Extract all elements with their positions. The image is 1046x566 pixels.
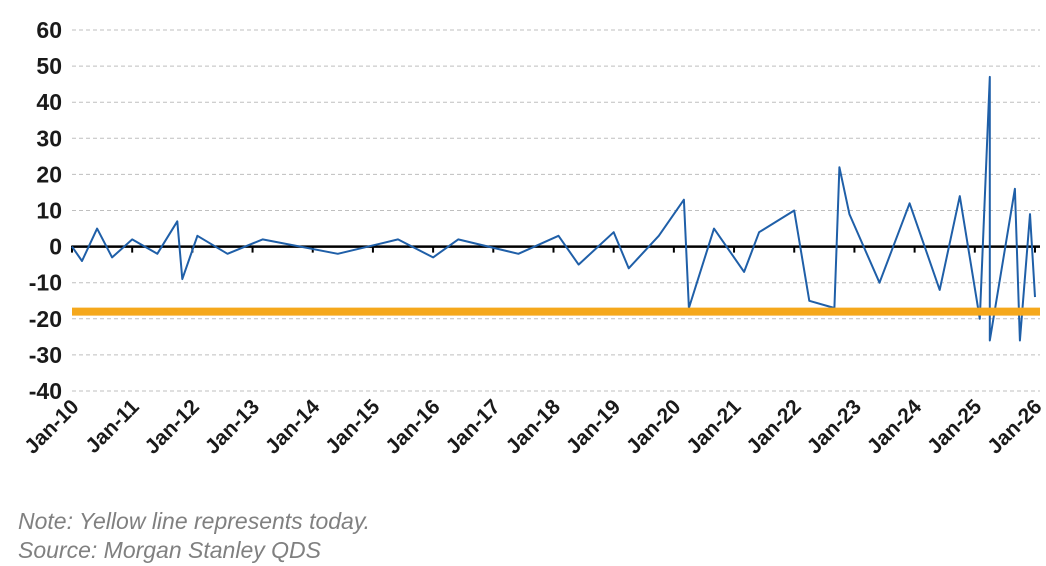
y-tick-label: 20	[36, 161, 62, 187]
x-tick-label: Jan-10	[20, 395, 83, 458]
y-tick-label: 40	[36, 89, 62, 115]
x-tick-label: Jan-16	[381, 395, 444, 458]
y-tick-label: 0	[49, 234, 62, 260]
y-tick-label: -30	[29, 342, 62, 368]
y-tick-label: 30	[36, 125, 62, 151]
x-tick-label: Jan-15	[321, 395, 385, 459]
x-tick-label: Jan-20	[622, 395, 685, 458]
x-tick-label: Jan-25	[923, 395, 987, 459]
chart-source: Source: Morgan Stanley QDS	[18, 537, 321, 563]
y-tick-label: -10	[29, 270, 62, 296]
x-tick-label: Jan-23	[803, 395, 866, 458]
y-tick-label: 60	[36, 17, 62, 43]
x-tick-label: Jan-13	[201, 395, 264, 458]
x-tick-label: Jan-12	[141, 395, 204, 458]
x-tick-label: Jan-17	[442, 395, 505, 458]
chart-note: Note: Yellow line represents today.	[18, 508, 371, 534]
y-axis: 60 50 40 30 20 10 0 -10 -20 -30 -40	[29, 17, 62, 404]
series-area	[71, 75, 1036, 342]
gridlines	[72, 29, 1040, 392]
x-tick-label: Jan-18	[502, 395, 566, 459]
y-tick-label: -40	[29, 378, 62, 404]
x-tick-label: Jan-22	[742, 395, 805, 458]
y-tick-label: 10	[36, 198, 62, 224]
x-tick-label: Jan-21	[682, 395, 746, 459]
x-tick-label: Jan-11	[81, 395, 144, 458]
x-tick-label: Jan-24	[863, 395, 927, 459]
x-tick-label: Jan-26	[983, 395, 1046, 458]
y-tick-label: -20	[29, 306, 62, 332]
series-line	[71, 75, 1036, 342]
x-tick-label: Jan-14	[261, 395, 325, 459]
x-axis: Jan-10Jan-11Jan-12Jan-13Jan-14Jan-15Jan-…	[20, 245, 1046, 459]
y-tick-label: 50	[36, 53, 62, 79]
x-tick-label: Jan-19	[562, 395, 625, 458]
